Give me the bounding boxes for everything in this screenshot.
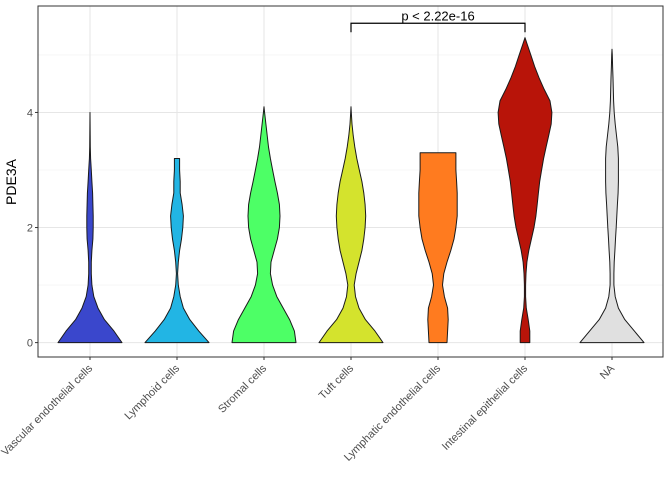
y-tick-label: 4 (27, 107, 33, 119)
violin-vascular-endothelial-cells (57, 112, 123, 344)
y-tick-label: 0 (27, 338, 33, 350)
violin-intestinal-epithelial-cells (497, 37, 553, 344)
violin-tuft-cells (318, 106, 384, 344)
p-value-label: p < 2.22e-16 (401, 8, 474, 23)
violin-lymphoid-cells (144, 158, 210, 344)
comparison-bracket (350, 22, 526, 33)
y-tick-label: 2 (27, 223, 33, 235)
y-axis-title: PDE3A (3, 158, 19, 205)
violin-na (579, 48, 645, 344)
violin-stromal-cells (231, 106, 297, 344)
significance-annotation: p < 2.22e-16 (350, 8, 526, 33)
violins (57, 37, 645, 344)
violin-lymphatic-endothelial-cells (418, 152, 458, 344)
